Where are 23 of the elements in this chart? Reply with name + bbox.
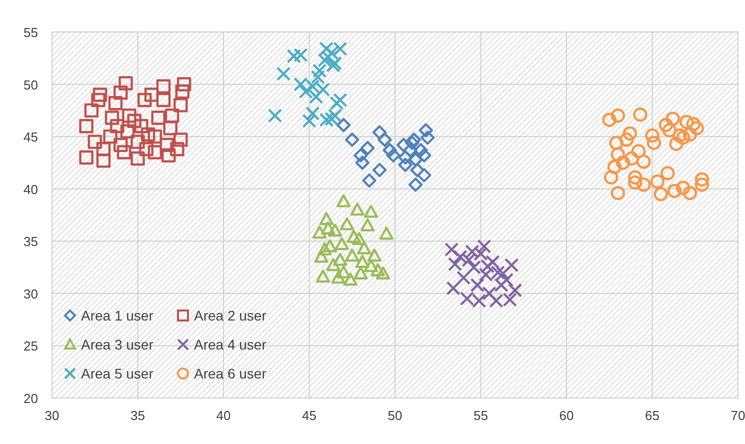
y-tick-label: 40 — [24, 182, 38, 197]
y-tick-label: 30 — [24, 286, 38, 302]
legend-label: Area 1 user — [81, 308, 154, 324]
y-tick-label: 20 — [24, 391, 38, 406]
y-tick-label: 35 — [24, 234, 38, 250]
x-tick-label: 55 — [474, 408, 488, 423]
y-tick-label: 50 — [24, 77, 38, 92]
legend-label: Area 4 user — [194, 336, 267, 352]
y-tick-label: 25 — [24, 338, 38, 354]
y-tick-label: 45 — [24, 130, 38, 145]
x-tick-label: 65 — [645, 408, 660, 423]
legend-label: Area 3 user — [81, 336, 154, 352]
y-tick-label: 55 — [24, 25, 38, 40]
x-tick-label: 50 — [388, 408, 402, 423]
x-tick-label: 45 — [302, 408, 316, 423]
x-tick-label: 35 — [130, 408, 145, 423]
legend-label: Area 5 user — [81, 366, 154, 382]
legend-label: Area 2 user — [194, 308, 267, 324]
x-tick-label: 30 — [44, 408, 60, 423]
x-tick-label: 60 — [559, 408, 574, 423]
legend-label: Area 6 user — [194, 366, 267, 382]
x-tick-label: 70 — [730, 408, 745, 423]
x-tick-label: 40 — [216, 408, 231, 423]
